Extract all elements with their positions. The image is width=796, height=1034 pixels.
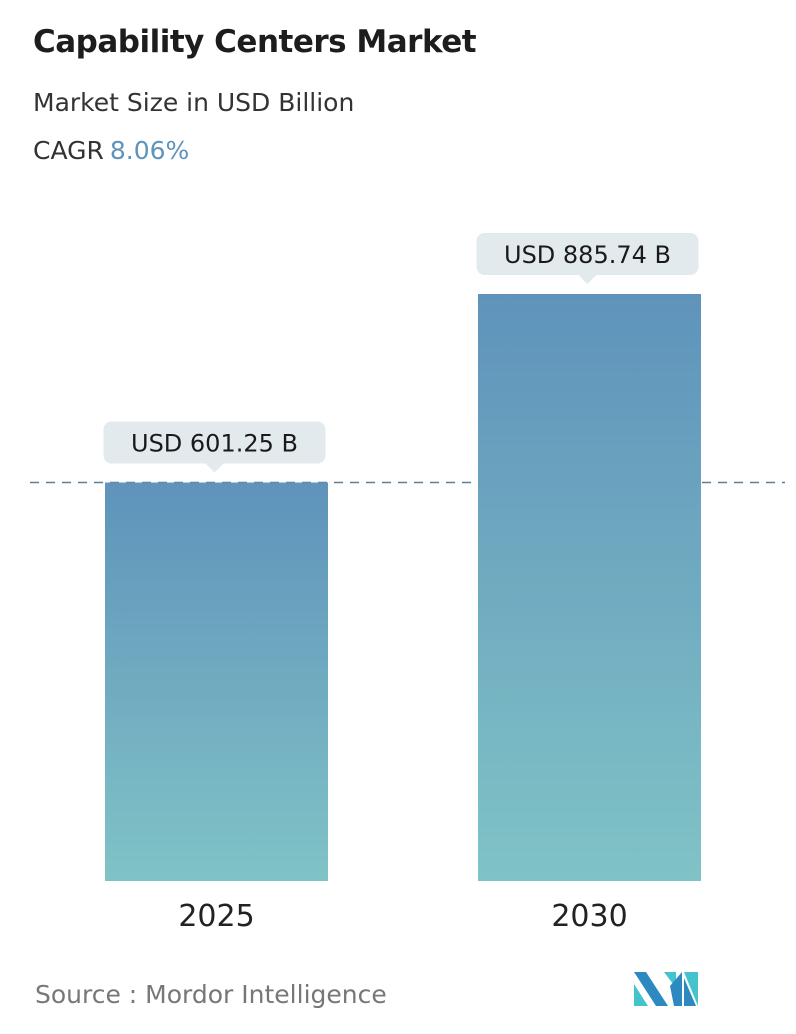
mordor-intelligence-logo bbox=[634, 972, 700, 1010]
bar-chart: USD 601.25 B 2025 USD 885.74 B 2030 bbox=[30, 233, 785, 934]
cagr: CAGR 8.06% bbox=[33, 136, 189, 165]
data-label: USD 601.25 B bbox=[131, 430, 298, 458]
bar-2025 bbox=[105, 482, 328, 881]
chart-subtitle: Market Size in USD Billion bbox=[33, 88, 355, 117]
data-label: USD 885.74 B bbox=[504, 241, 671, 269]
data-label-pointer bbox=[578, 275, 597, 284]
x-tick-label: 2025 bbox=[178, 899, 254, 934]
x-tick-label: 2030 bbox=[551, 899, 627, 934]
data-label-pointer bbox=[205, 463, 224, 473]
page-title: Capability Centers Market bbox=[33, 24, 477, 60]
data-label-box bbox=[476, 233, 699, 275]
data-label-box bbox=[103, 421, 326, 464]
bar-2030 bbox=[478, 294, 701, 881]
source-text: Source : Mordor Intelligence bbox=[35, 980, 387, 1009]
cagr-label: CAGR bbox=[33, 136, 104, 165]
cagr-value: 8.06% bbox=[109, 136, 190, 165]
